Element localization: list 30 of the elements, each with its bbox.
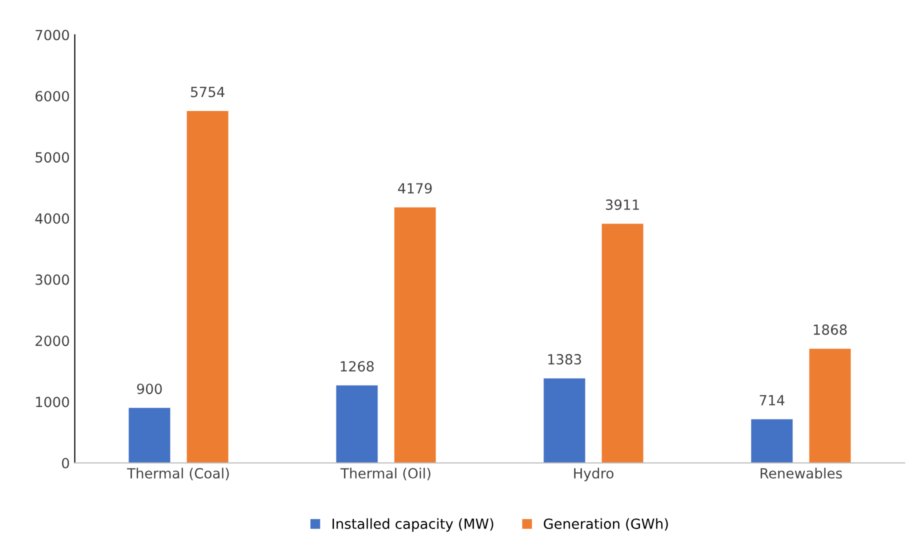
x-tick-label: Thermal (Coal): [126, 468, 229, 480]
y-tick-label: 3000: [36, 274, 69, 285]
legend-label: Installed capacity (MW): [332, 518, 494, 532]
bar: [394, 207, 436, 463]
x-tick-label: Hydro: [574, 468, 614, 482]
y-tick-label: 0: [62, 458, 69, 468]
data-label: 1383: [548, 354, 581, 365]
bar: [336, 385, 378, 463]
bar: [186, 111, 228, 463]
y-tick-label: 4000: [35, 213, 69, 224]
data-label: 1868: [814, 324, 847, 335]
x-tick-label: Renewables: [760, 468, 842, 479]
x-tick-label: Thermal (Oil): [340, 468, 430, 480]
y-tick-label: 7000: [36, 30, 69, 40]
y-tick-label: 1000: [36, 396, 69, 408]
data-label: 4179: [398, 183, 432, 194]
y-tick-label: 2000: [36, 336, 69, 346]
y-tick-label: 6000: [36, 90, 69, 102]
bar: [544, 378, 586, 463]
legend-label: Generation (GWh): [544, 518, 668, 531]
bar: [809, 348, 851, 463]
bar: [602, 224, 644, 463]
data-label: 1268: [340, 361, 374, 372]
data-label: 900: [137, 384, 162, 394]
data-label: 3911: [606, 199, 639, 210]
y-tick-label: 5000: [36, 152, 69, 163]
bar: [128, 408, 170, 463]
bar: [751, 419, 793, 463]
data-label: 714: [760, 395, 784, 406]
data-label: 5754: [190, 86, 224, 98]
